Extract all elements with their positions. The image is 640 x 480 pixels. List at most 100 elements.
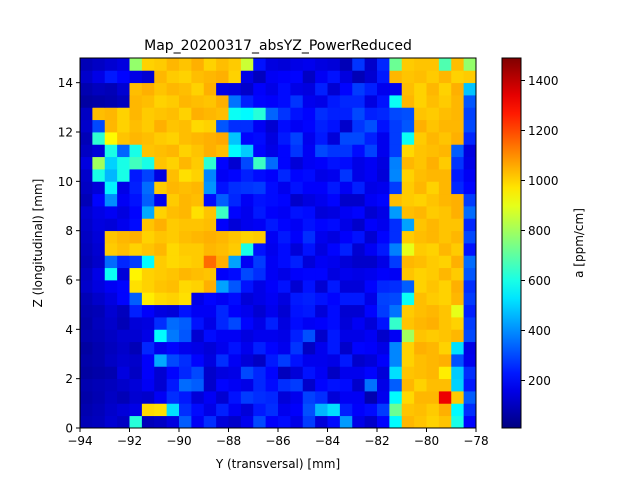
heatmap-cell — [129, 206, 143, 219]
heatmap-cell — [438, 230, 452, 244]
heatmap-cell — [389, 267, 403, 281]
heatmap-cell — [141, 243, 155, 256]
heatmap-cell — [339, 218, 353, 232]
heatmap-cell — [154, 95, 168, 108]
heatmap-cell — [216, 243, 229, 256]
heatmap-cell — [117, 267, 130, 281]
heatmap-cell — [92, 206, 106, 219]
heatmap-cell — [389, 193, 403, 207]
heatmap-cell — [141, 415, 155, 429]
heatmap-cell — [80, 329, 93, 343]
heatmap-cell — [278, 354, 291, 367]
heatmap-cell — [377, 317, 390, 330]
heatmap-cell — [253, 82, 267, 96]
heatmap-cell — [117, 292, 130, 306]
heatmap-cell — [104, 144, 118, 158]
heatmap-cell — [179, 329, 192, 343]
heatmap-cell — [80, 119, 93, 133]
heatmap-cell — [414, 206, 427, 219]
heatmap-cell — [253, 119, 267, 133]
heatmap-cell — [104, 329, 118, 343]
heatmap-cell — [141, 341, 155, 355]
heatmap-cell — [377, 181, 390, 195]
heatmap-cell — [240, 378, 254, 392]
heatmap-cell — [352, 58, 366, 71]
heatmap-cell — [166, 403, 180, 417]
heatmap-cell — [339, 156, 353, 170]
y-tick-label: 4 — [65, 323, 73, 337]
heatmap-cell — [278, 193, 291, 207]
heatmap-cell — [364, 317, 378, 330]
heatmap-cell — [129, 403, 143, 417]
heatmap-cell — [339, 391, 353, 404]
heatmap-cell — [216, 58, 229, 71]
heatmap-cell — [117, 132, 130, 145]
heatmap-cell — [339, 354, 353, 367]
heatmap-cell — [315, 267, 328, 281]
heatmap-cell — [302, 95, 316, 108]
heatmap-cell — [339, 292, 353, 306]
heatmap-cell — [166, 391, 180, 404]
heatmap-cell — [104, 391, 118, 404]
heatmap-cell — [92, 107, 106, 121]
heatmap-cell — [92, 132, 106, 145]
heatmap-cell — [228, 132, 242, 145]
heatmap-cell — [203, 403, 217, 417]
heatmap-cell — [389, 354, 403, 367]
heatmap-cell — [401, 243, 415, 256]
heatmap-cell — [129, 218, 143, 232]
heatmap-cell — [80, 243, 93, 256]
heatmap-cell — [129, 70, 143, 84]
heatmap-cell — [451, 378, 465, 392]
heatmap-cell — [228, 70, 242, 84]
heatmap-cell — [352, 119, 366, 133]
heatmap-cell — [278, 181, 291, 195]
heatmap-cell — [438, 304, 452, 318]
heatmap-cell — [154, 415, 168, 429]
heatmap-cell — [339, 378, 353, 392]
heatmap-cell — [352, 391, 366, 404]
heatmap-cell — [389, 107, 403, 121]
heatmap-cell — [117, 243, 130, 256]
heatmap-cell — [216, 82, 229, 96]
heatmap-cell — [179, 193, 192, 207]
heatmap-cell — [203, 132, 217, 145]
heatmap-cell — [401, 403, 415, 417]
heatmap-cell — [166, 58, 180, 71]
heatmap-cell — [203, 181, 217, 195]
heatmap-cell — [92, 280, 106, 293]
heatmap-cell — [141, 218, 155, 232]
heatmap-cell — [438, 329, 452, 343]
heatmap-cell — [451, 70, 465, 84]
heatmap-cell — [290, 391, 304, 404]
heatmap-cell — [265, 230, 279, 244]
heatmap-cell — [327, 70, 341, 84]
heatmap-cell — [463, 415, 477, 429]
heatmap-cell — [315, 156, 328, 170]
heatmap-cell — [389, 230, 403, 244]
heatmap-cell — [389, 95, 403, 108]
heatmap-cell — [166, 280, 180, 293]
heatmap-cell — [389, 415, 403, 429]
heatmap-cell — [426, 378, 440, 392]
heatmap-cell — [228, 341, 242, 355]
heatmap-cell — [389, 144, 403, 158]
heatmap-cell — [377, 415, 390, 429]
heatmap-cell — [117, 354, 130, 367]
heatmap-cell — [426, 415, 440, 429]
heatmap-cell — [129, 267, 143, 281]
heatmap-cell — [129, 341, 143, 355]
heatmap-cell — [240, 82, 254, 96]
heatmap-cell — [426, 255, 440, 269]
heatmap-cell — [265, 391, 279, 404]
heatmap-cell — [364, 354, 378, 367]
heatmap-cell — [216, 169, 229, 182]
heatmap-cell — [339, 58, 353, 71]
y-tick-label: 8 — [65, 224, 73, 238]
heatmap-cell — [166, 243, 180, 256]
heatmap-cell — [451, 144, 465, 158]
heatmap-cell — [104, 378, 118, 392]
heatmap-cell — [463, 403, 477, 417]
heatmap-cell — [216, 329, 229, 343]
heatmap-cell — [216, 267, 229, 281]
